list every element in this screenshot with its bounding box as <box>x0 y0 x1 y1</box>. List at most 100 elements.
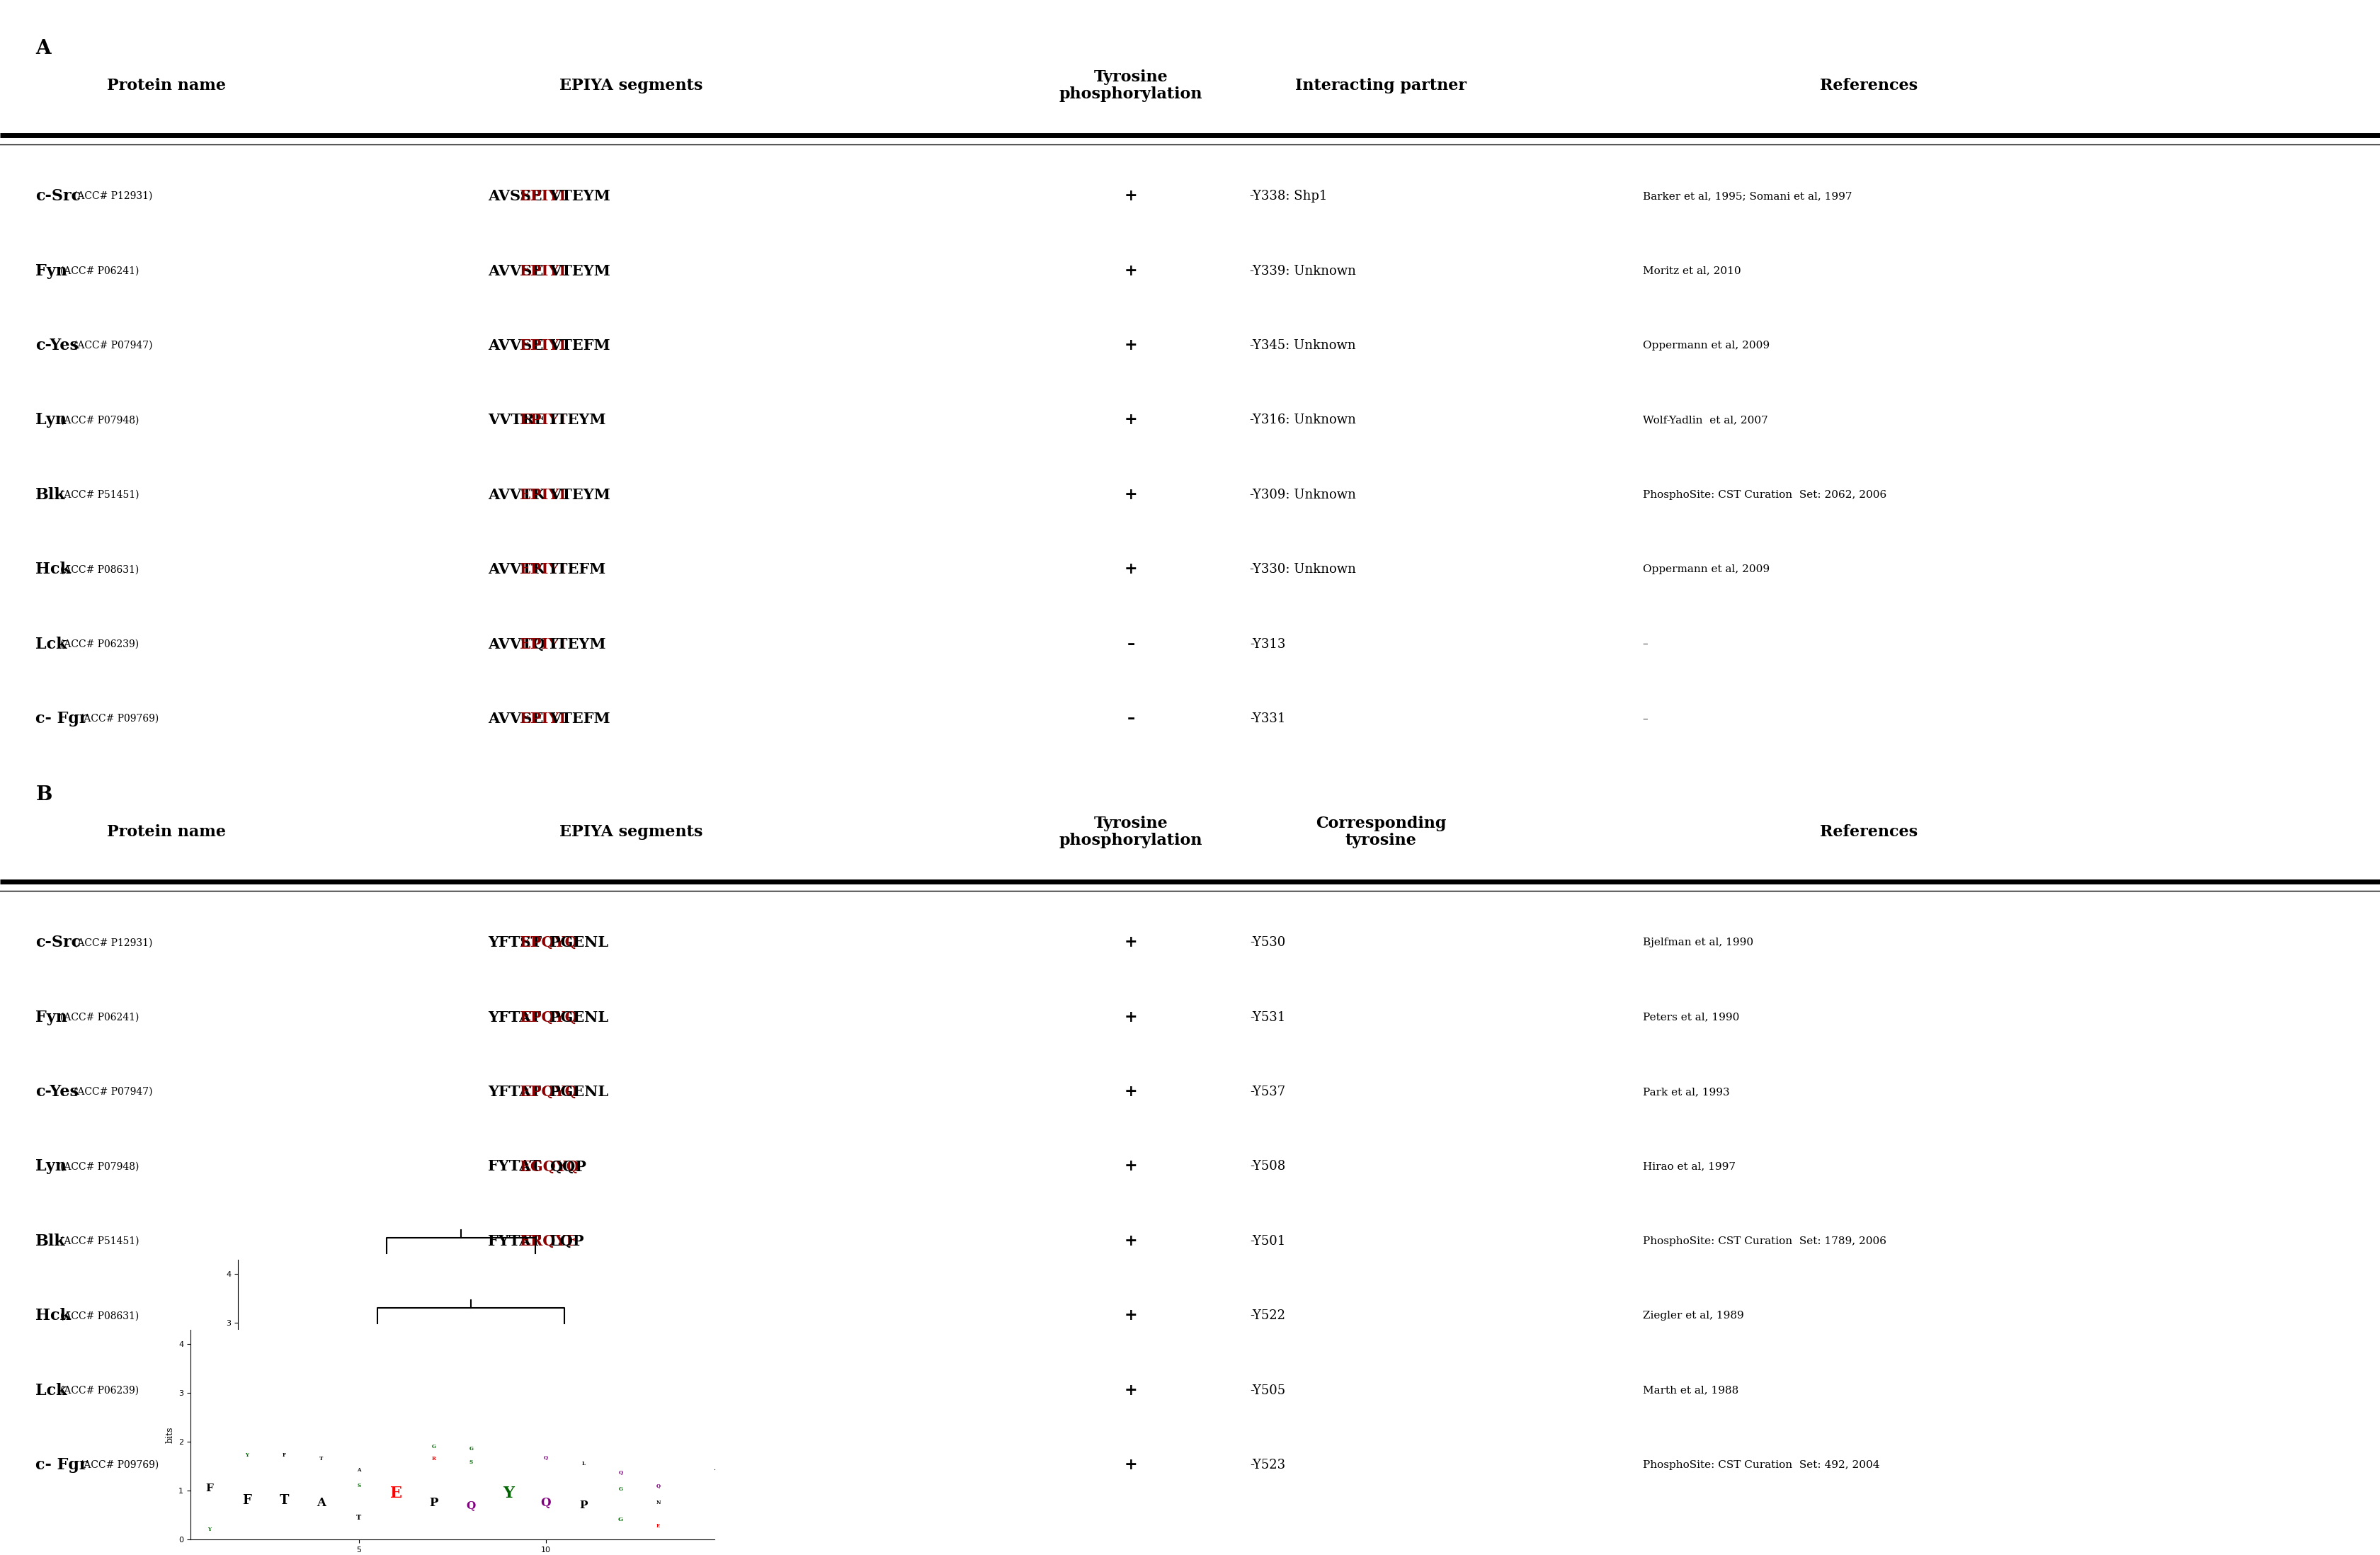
Text: Y: Y <box>245 1452 248 1459</box>
Text: Ziegler et al, 1989: Ziegler et al, 1989 <box>1642 1311 1742 1320</box>
Text: V: V <box>276 1418 288 1432</box>
Text: (ACC# P07948): (ACC# P07948) <box>60 415 138 425</box>
Text: F: F <box>609 1396 612 1401</box>
Text: Q: Q <box>540 1497 550 1508</box>
Text: c- Fgr: c- Fgr <box>36 1457 88 1473</box>
Text: VTEYM: VTEYM <box>550 488 609 502</box>
Text: +: + <box>1123 1382 1138 1398</box>
Text: EPQYQ: EPQYQ <box>519 1085 578 1099</box>
Text: ERQYE: ERQYE <box>519 1235 576 1249</box>
Text: +: + <box>1123 337 1138 353</box>
Text: G: G <box>619 1518 624 1522</box>
Text: EPIYA segments: EPIYA segments <box>559 78 702 93</box>
Text: -Y316: Unknown: -Y316: Unknown <box>1250 414 1357 426</box>
Text: EPIYI: EPIYI <box>519 414 566 428</box>
Text: Bjelfman et al, 1990: Bjelfman et al, 1990 <box>1642 938 1752 947</box>
Text: FYTAT: FYTAT <box>488 1160 540 1174</box>
Text: c-Src: c-Src <box>36 935 81 950</box>
Text: +: + <box>1123 412 1138 428</box>
Text: (ACC# P09769): (ACC# P09769) <box>81 1460 159 1469</box>
Text: c- Fgr: c- Fgr <box>36 711 88 726</box>
Text: -Y339: Unknown: -Y339: Unknown <box>1250 264 1357 277</box>
Text: A: A <box>36 39 50 58</box>
Text: Blk: Blk <box>36 487 67 502</box>
Text: VTEFM: VTEFM <box>550 712 609 726</box>
Text: I: I <box>457 1410 464 1426</box>
Text: Q: Q <box>543 1455 547 1460</box>
Text: G: G <box>431 1445 436 1449</box>
Text: FYTAT: FYTAT <box>488 1309 540 1323</box>
Text: -Y537: -Y537 <box>1250 1085 1285 1098</box>
Text: Peters et al, 1990: Peters et al, 1990 <box>1642 1012 1740 1022</box>
Text: -Y330: Unknown: -Y330: Unknown <box>1250 563 1357 575</box>
Text: P: P <box>428 1497 438 1508</box>
Text: (ACC# P06239): (ACC# P06239) <box>60 1386 138 1395</box>
Text: -Y313: -Y313 <box>1250 638 1285 650</box>
Text: -Y530: -Y530 <box>1250 936 1285 949</box>
Text: F: F <box>205 1483 212 1493</box>
Text: S: S <box>309 1392 314 1398</box>
Text: (ACC# P07947): (ACC# P07947) <box>74 341 152 350</box>
Text: Marth et al, 1988: Marth et al, 1988 <box>1642 1386 1737 1395</box>
Text: References: References <box>1818 824 1918 840</box>
Text: T: T <box>319 1455 324 1462</box>
Text: AVSSE: AVSSE <box>488 190 543 204</box>
Text: S: S <box>340 1454 345 1459</box>
Text: EGQYQ: EGQYQ <box>519 1384 578 1398</box>
Text: N: N <box>654 1501 659 1505</box>
Text: EPIYI: EPIYI <box>519 638 566 652</box>
Text: E: E <box>607 1448 612 1452</box>
Y-axis label: bits: bits <box>212 1356 221 1373</box>
Text: Tyrosine
phosphorylation: Tyrosine phosphorylation <box>1059 816 1202 847</box>
Text: T: T <box>576 1421 585 1434</box>
Text: PGDQT: PGDQT <box>550 1459 609 1473</box>
Text: +: + <box>1123 487 1138 502</box>
Text: Q: Q <box>657 1483 659 1488</box>
Text: Oppermann et al, 2009: Oppermann et al, 2009 <box>1642 564 1768 574</box>
Text: ITEFM: ITEFM <box>550 563 605 577</box>
Text: VVTRE: VVTRE <box>488 414 545 428</box>
Text: F: F <box>243 1494 250 1507</box>
Text: Y: Y <box>502 1485 514 1501</box>
Text: FFTAT: FFTAT <box>488 1384 540 1398</box>
Text: -Y501: -Y501 <box>1250 1235 1285 1247</box>
Text: Oppermann et al, 2009: Oppermann et al, 2009 <box>1642 341 1768 350</box>
Text: (ACC# P06241): (ACC# P06241) <box>60 1012 138 1022</box>
Text: EPQYQ: EPQYQ <box>519 1011 578 1025</box>
Text: –: – <box>1126 636 1135 652</box>
Text: L: L <box>581 1462 585 1466</box>
Text: EPIYI: EPIYI <box>519 190 566 204</box>
Text: T: T <box>357 1515 362 1521</box>
Text: YFTSA: YFTSA <box>488 1459 543 1473</box>
Text: EGQYQ: EGQYQ <box>519 1160 578 1174</box>
Text: EPIYI: EPIYI <box>519 264 566 278</box>
Text: YFTAT: YFTAT <box>488 1085 540 1099</box>
Text: E: E <box>390 1485 402 1501</box>
Text: Park et al, 1993: Park et al, 1993 <box>1642 1087 1728 1096</box>
Text: E: E <box>340 1429 345 1434</box>
Text: LQP: LQP <box>550 1235 583 1249</box>
Text: (ACC# P07948): (ACC# P07948) <box>60 1162 138 1171</box>
Text: A: A <box>317 1497 326 1508</box>
Text: PhosphoSite: CST Curation  Set: 2062, 2006: PhosphoSite: CST Curation Set: 2062, 200… <box>1642 490 1885 499</box>
Text: AVVTK: AVVTK <box>488 563 545 577</box>
Text: VTEYM: VTEYM <box>550 190 609 204</box>
Text: c-Yes: c-Yes <box>36 337 79 353</box>
Text: EPIYA segments: EPIYA segments <box>559 824 702 840</box>
Text: I: I <box>516 1413 524 1429</box>
Text: ITEYM: ITEYM <box>550 414 607 428</box>
Text: R: R <box>431 1455 436 1462</box>
Text: E: E <box>638 1333 643 1337</box>
Text: Tyrosine
phosphorylation: Tyrosine phosphorylation <box>1059 70 1202 101</box>
Text: c-Yes: c-Yes <box>36 1084 79 1099</box>
Text: P: P <box>578 1501 588 1510</box>
Text: Hirao et al, 1997: Hirao et al, 1997 <box>1642 1162 1735 1171</box>
Text: (ACC# P06241): (ACC# P06241) <box>60 266 138 275</box>
Text: AVVSE: AVVSE <box>488 264 543 278</box>
Text: +: + <box>1123 1233 1138 1249</box>
Text: -Y345: Unknown: -Y345: Unknown <box>1250 339 1357 351</box>
Text: QP: QP <box>550 1309 574 1323</box>
Text: S: S <box>357 1483 359 1488</box>
Text: FYTAT: FYTAT <box>488 1235 540 1249</box>
Text: (ACC# P07947): (ACC# P07947) <box>74 1087 152 1096</box>
